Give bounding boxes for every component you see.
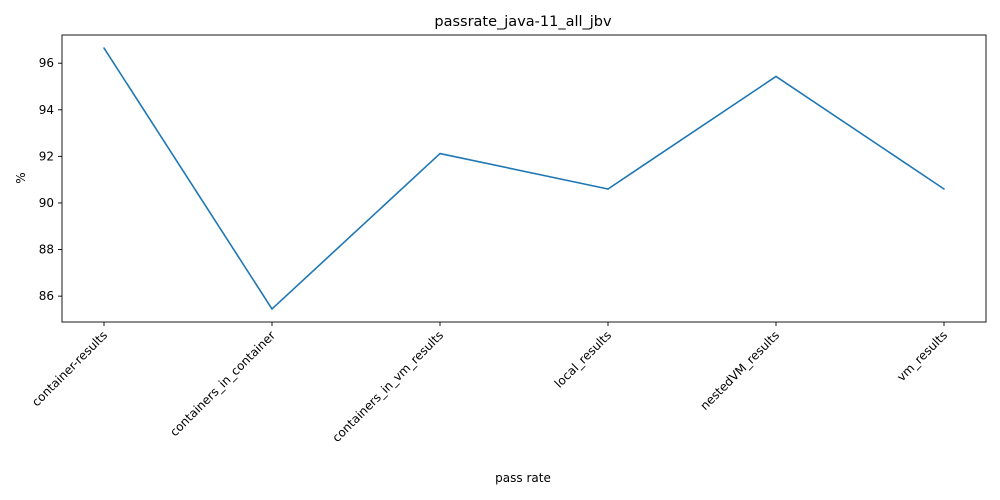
x-tick-label: vm_results <box>894 328 950 384</box>
data-point <box>607 188 609 190</box>
x-axis: container-results containers_in_container… <box>29 322 950 445</box>
y-tick-label: 94 <box>39 103 54 117</box>
data-point <box>943 188 945 190</box>
x-axis-label: pass rate <box>495 471 551 485</box>
y-tick-label: 88 <box>39 243 54 257</box>
x-tick-label: containers_in_container <box>167 328 278 439</box>
y-axis: 86 88 90 92 94 96 <box>39 56 62 303</box>
chart-title: passrate_java-11_all_jbv <box>434 14 612 30</box>
series-line <box>103 47 945 310</box>
data-point <box>775 75 777 78</box>
plot-frame <box>61 34 987 323</box>
plot-area <box>61 34 987 323</box>
data-point <box>439 152 441 155</box>
x-tick-label: nestedVM_results <box>697 328 782 413</box>
x-tick-label: container-results <box>29 328 110 409</box>
y-axis-label: % <box>14 172 28 183</box>
x-tick-label: local_results <box>552 328 614 390</box>
y-tick-label: 90 <box>39 196 54 210</box>
data-point <box>271 308 273 310</box>
y-tick-label: 86 <box>39 289 54 303</box>
x-tick-label: containers_in_vm_results <box>329 328 446 445</box>
y-tick-label: 92 <box>39 149 54 163</box>
y-tick-label: 96 <box>39 56 54 70</box>
data-point <box>103 47 105 49</box>
